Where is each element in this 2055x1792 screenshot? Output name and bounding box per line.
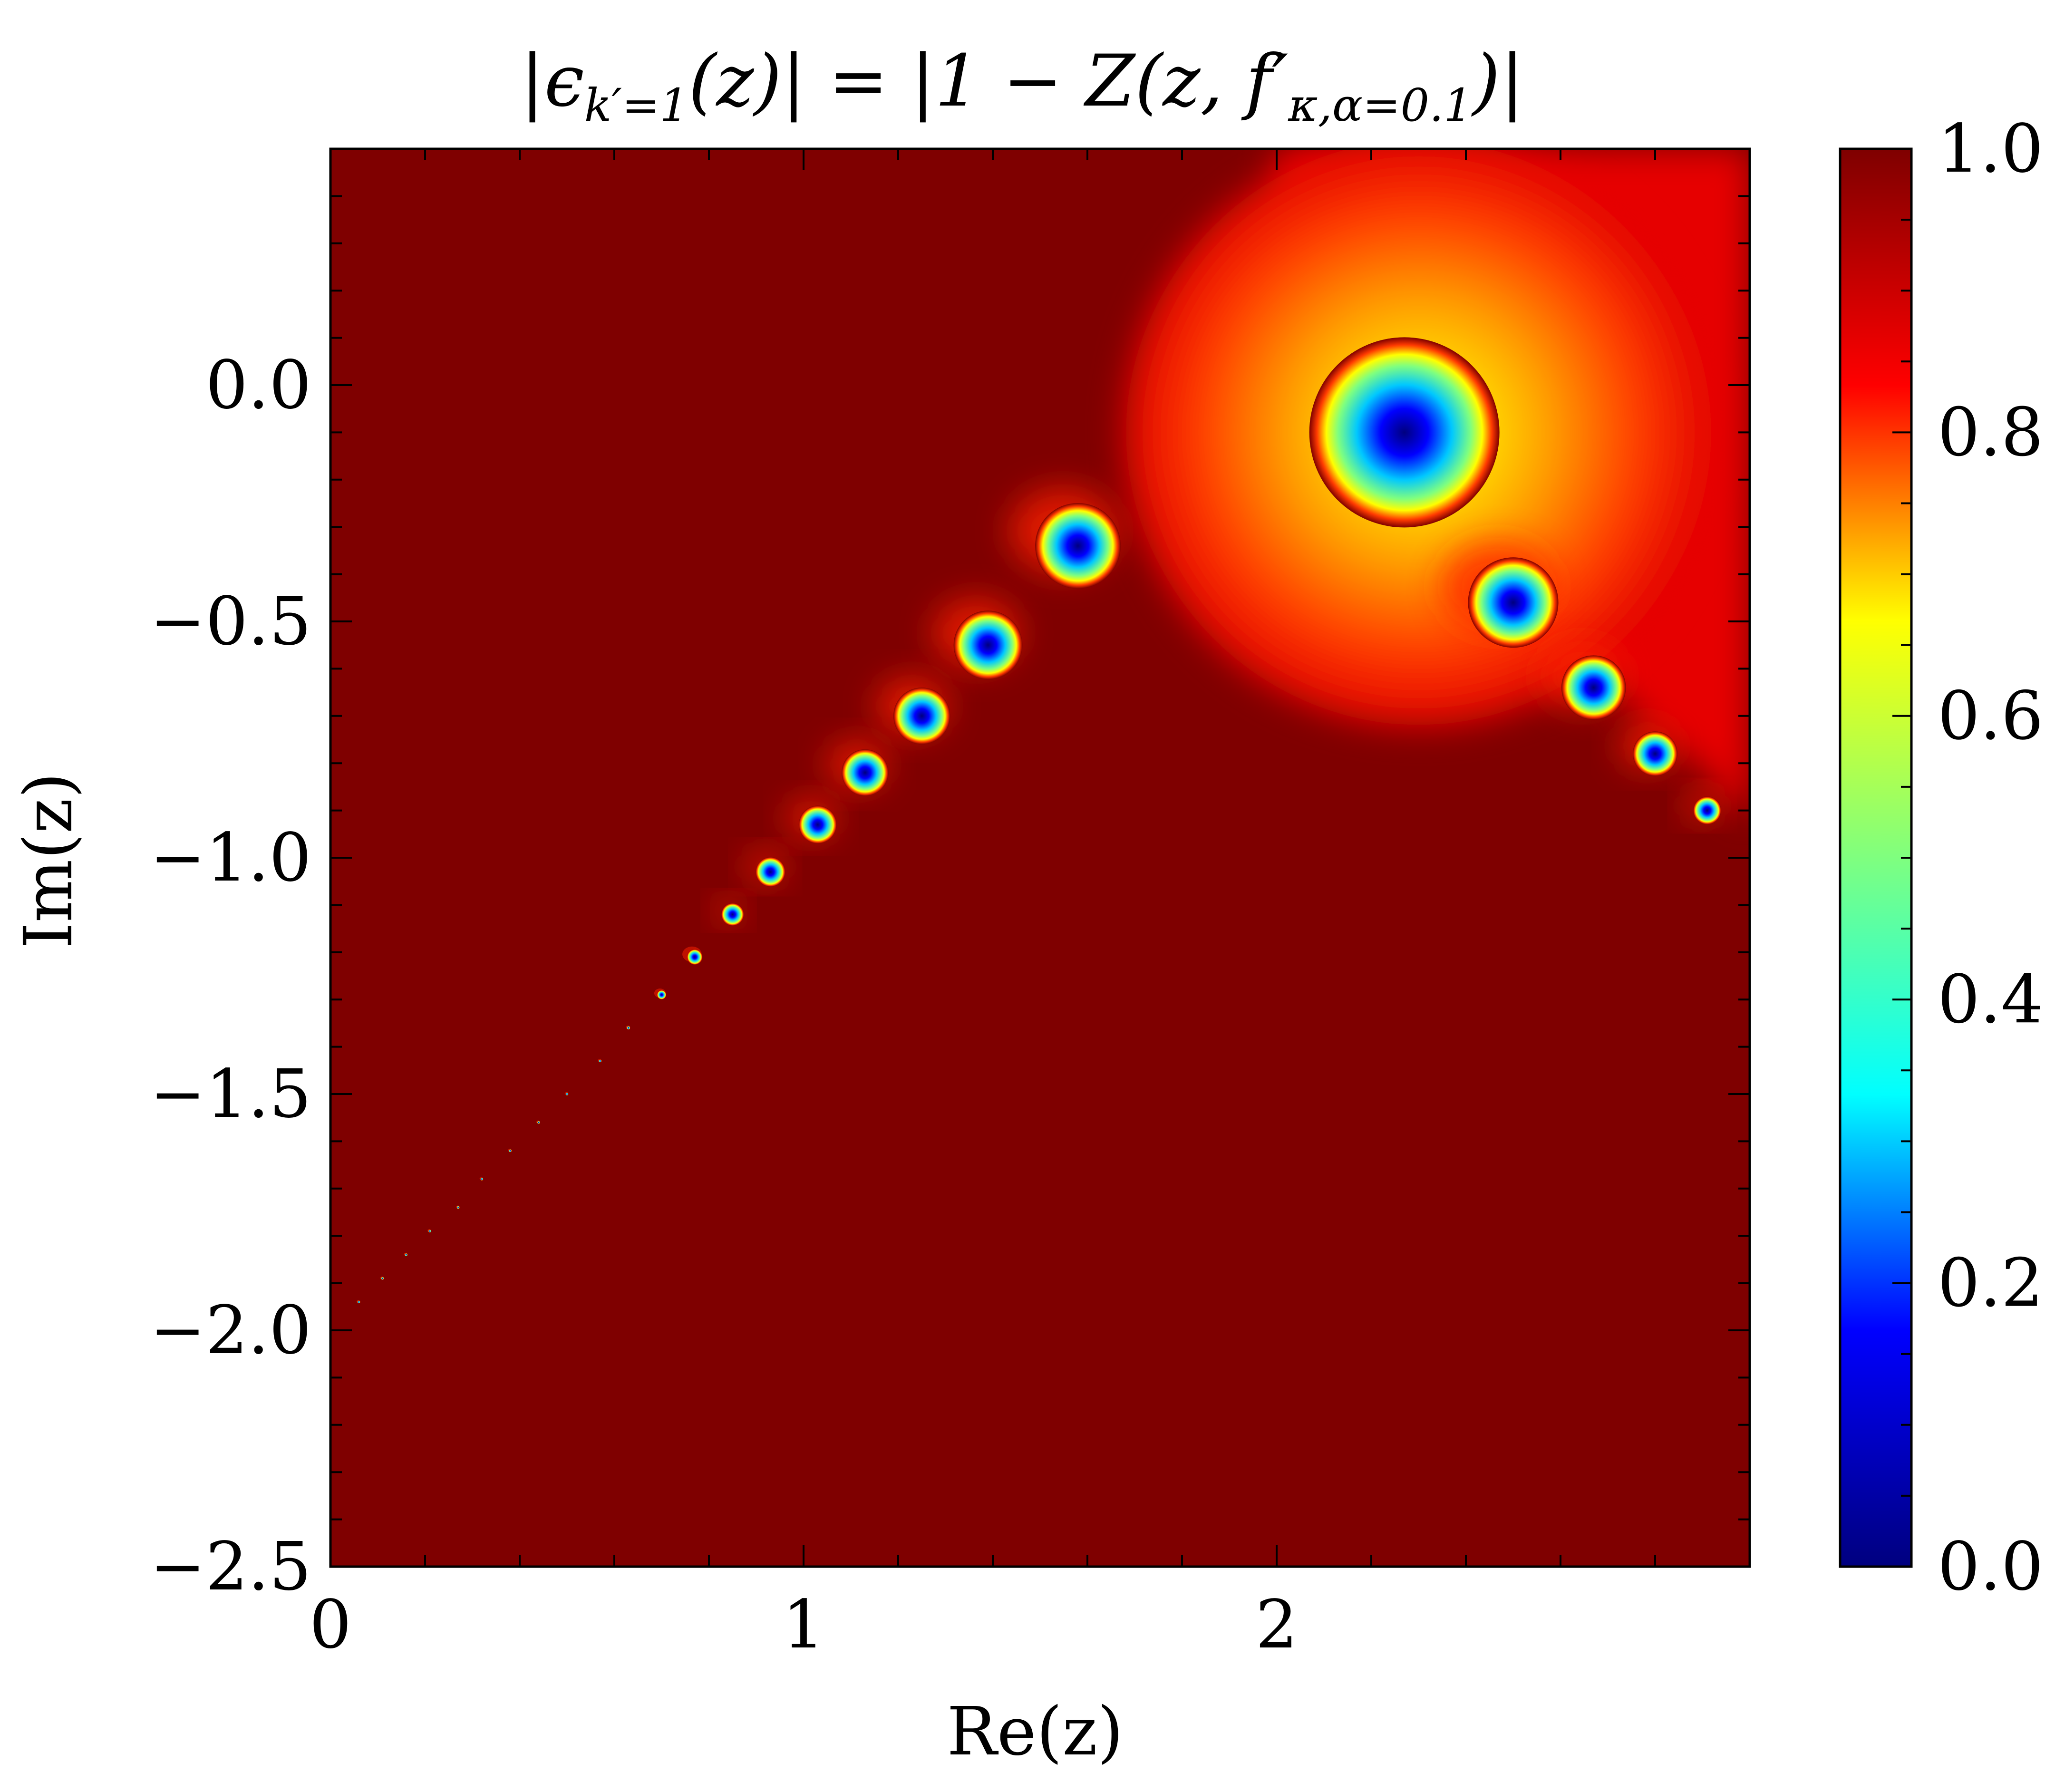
plot-area: 0 1 2 0.0 −0.5 −1.0 −1.5 −2.0 −2.5 [150,147,1751,1664]
minimum-spot [657,990,667,999]
title-part-lhs-sub: k′=1 [584,79,688,132]
minimum-spot [599,1059,602,1063]
minimum-spot [428,1230,431,1233]
minimum-spot [565,1093,569,1095]
minimum-spot [405,1253,408,1256]
minimum-spot [381,1277,384,1280]
y-tick-label: −2.0 [150,1292,311,1369]
y-tick-label: −1.0 [150,819,311,897]
minimum-spot [721,903,744,926]
minimum-spot [893,688,950,745]
y-tick-label: −2.5 [150,1528,311,1606]
minimum-spot [537,1121,540,1124]
colorbar-tick-label: 0.6 [1938,678,2044,755]
minimum-spot [798,805,837,844]
minimum-spot [456,1206,460,1209]
minimum-spot [756,857,785,887]
y-tick-label: −0.5 [150,583,311,660]
title-part-rhs-sub: κ,α=0.1 [1288,79,1472,132]
colorbar-tick-label: 0.8 [1938,394,2044,471]
heatmap-field [356,149,1750,1304]
y-axis-label: Im(z) [10,772,87,949]
minimum-spot [1633,731,1677,776]
minimum-spot [1309,337,1500,528]
minimum-spot [1035,503,1121,589]
minimum-spot [480,1177,484,1181]
colorbar-tick-label: 1.0 [1938,110,2044,188]
minimum-spot [953,610,1023,680]
y-tick-label: 0.0 [205,347,311,424]
minimum-spot [842,749,889,796]
colorbar-gradient [1839,147,1913,1568]
x-axis-label: Re(z) [947,1693,1123,1771]
minimum-spot [1693,796,1721,824]
colorbar: 0.0 0.2 0.4 0.6 0.8 1.0 [1839,110,2044,1606]
minimum-spot [509,1149,512,1153]
colorbar-tick-label: 0.2 [1938,1245,2044,1322]
x-tick-label: 2 [1255,1586,1298,1664]
title-part-rhs-close: )| [1471,40,1524,123]
y-tick-label: −1.5 [150,1056,311,1133]
minimum-spot [1561,655,1626,720]
chart-title: |ϵk′=1(z)| = |1 − Z(z, f′κ,α=0.1)| [520,40,1524,132]
minimum-spot [687,949,703,965]
minimum-spot [1468,557,1559,648]
title-part-lhs-open: |ϵ [520,40,584,123]
x-tick-label: 0 [309,1586,351,1664]
minimum-spot [357,1300,360,1304]
title-part-lhs-close: (z)| = |1 − Z(z, f′ [688,40,1288,123]
x-tick-label: 1 [782,1586,824,1664]
colorbar-tick-label: 0.0 [1938,1528,2044,1606]
colorbar-tick-label: 0.4 [1938,961,2044,1038]
minimum-spot [627,1026,630,1030]
